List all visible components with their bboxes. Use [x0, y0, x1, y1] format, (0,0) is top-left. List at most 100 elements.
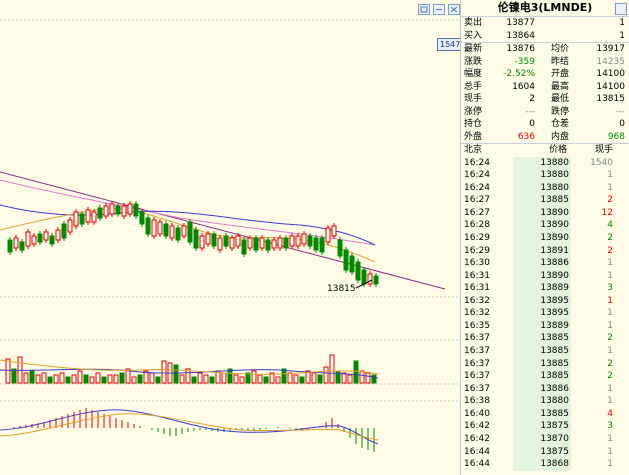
tick-volume: 1 [607, 320, 613, 331]
volume-bar [131, 376, 137, 384]
stat-row: 涨跌 -359 昨结 14235 [461, 56, 629, 69]
stat-row: 总手 1604 最高 14100 [461, 81, 629, 94]
candle-body [331, 225, 337, 237]
stat-l2: 均价 [551, 44, 570, 54]
candle-body [127, 203, 133, 215]
volume-bar [251, 370, 257, 384]
candle-body [181, 225, 187, 237]
tick-price: 13885 [513, 407, 571, 421]
candle-body [247, 237, 253, 249]
kline-chart-area[interactable]: 15479 13815 [0, 0, 469, 475]
zoom-out-button[interactable] [433, 4, 445, 15]
candle-body [241, 239, 247, 255]
sell-volume: 1 [619, 18, 625, 28]
candle-body [343, 249, 349, 271]
candle-body [13, 237, 19, 249]
candle-body [223, 235, 229, 247]
trend-line [0, 171, 446, 290]
candle-body [301, 233, 307, 245]
panel-settings-icon[interactable] [615, 3, 627, 15]
tick-volume: 1540 [590, 157, 613, 168]
stat-row: 涨停 --- 跌停 --- [461, 106, 629, 119]
volume-bar [227, 368, 233, 384]
volume-bar [185, 368, 191, 384]
volume-bar [59, 372, 65, 384]
tick-row: 16:31 13889 3 [461, 282, 629, 295]
quote-title: 伦镍电3(LMNDE) [461, 0, 629, 17]
quote-panel: 伦镍电3(LMNDE) 卖出 13877 1 买入 13864 1 最新 1387… [460, 0, 629, 475]
stat-l2: 内盘 [551, 131, 570, 142]
buy-row: 买入 13864 1 [464, 30, 625, 41]
volume-bar [317, 374, 323, 384]
ticks-header: 北京 价格 现手 [464, 145, 613, 155]
candle-body [289, 235, 295, 247]
candle-body [361, 269, 367, 285]
tick-price: 13895 [513, 294, 571, 308]
stat-l2: 跌停 [551, 106, 570, 117]
stat-v2: 0 [619, 119, 625, 129]
tick-row: 16:35 13889 1 [461, 319, 629, 333]
volume-bar [65, 376, 71, 384]
candle-body [49, 235, 55, 245]
tick-volume: 1 [607, 170, 613, 181]
zoom-in-button[interactable] [418, 4, 430, 15]
candle-body [163, 223, 169, 237]
tick-volume: 2 [607, 333, 613, 344]
stat-v2: 968 [607, 131, 625, 142]
tick-volume: 2 [607, 358, 613, 369]
volume-bar [191, 376, 197, 384]
tick-volume: 1 [607, 258, 613, 269]
stat-l2: 最高 [551, 81, 570, 92]
volume-bar [281, 368, 287, 384]
stat-row: 持仓 0 仓差 0 [461, 118, 629, 131]
tick-time: 16:37 [464, 371, 490, 382]
candle-body [271, 239, 277, 249]
tick-volume: 2 [607, 371, 613, 382]
stat-v2: 13917 [596, 44, 625, 54]
candle-body [325, 227, 331, 243]
tick-volume: 1 [607, 346, 613, 356]
stat-l2: 开盘 [551, 69, 570, 79]
buy-price: 13864 [506, 30, 535, 41]
candle-body [259, 237, 265, 249]
volume-bar [221, 372, 227, 384]
volume-bar [29, 370, 35, 384]
volume-bar [119, 372, 125, 384]
stat-v1: 13876 [506, 44, 535, 54]
candle-body [121, 205, 127, 217]
tick-time: 16:35 [464, 320, 490, 331]
stat-v2: 14100 [596, 81, 625, 92]
sell-row: 卖出 13877 1 [464, 18, 625, 28]
tick-row: 16:31 13890 1 [461, 269, 629, 283]
tick-time: 16:24 [464, 182, 490, 193]
candle-body [151, 219, 157, 237]
candle-body [235, 235, 241, 247]
candle-body [217, 237, 223, 251]
tick-row: 16:44 13875 1 [461, 445, 629, 459]
volume-bar [137, 374, 143, 384]
tick-time: 16:42 [464, 433, 490, 444]
volume-bar [107, 374, 113, 384]
candle-body [199, 235, 205, 249]
buy-volume: 1 [619, 30, 625, 41]
candle-body [115, 205, 121, 215]
volume-bar [23, 372, 29, 384]
tick-volume: 1 [607, 308, 613, 319]
stat-row: 最新 13876 均价 13917 [461, 43, 629, 56]
volume-bar [53, 374, 59, 384]
tick-price: 13886 [513, 257, 571, 270]
stat-l1: 涨跌 [464, 56, 483, 67]
volume-bar [35, 374, 41, 384]
chart-settings-button[interactable] [448, 4, 460, 15]
tick-price: 13889 [513, 282, 571, 295]
low-price-pointer [355, 279, 373, 289]
candle-body [31, 235, 37, 245]
tick-price: 13875 [513, 445, 571, 459]
tick-row: 16:37 13885 2 [461, 332, 629, 345]
tick-time: 16:27 [464, 207, 490, 218]
volume-bar [341, 372, 347, 384]
candle-body [175, 227, 181, 241]
tick-list[interactable]: 16:24 13880 1540 16:24 13880 1 16:24 13880 1 16:2… [461, 156, 629, 471]
tick-volume: 1 [607, 270, 613, 281]
tick-time: 16:31 [464, 270, 490, 281]
